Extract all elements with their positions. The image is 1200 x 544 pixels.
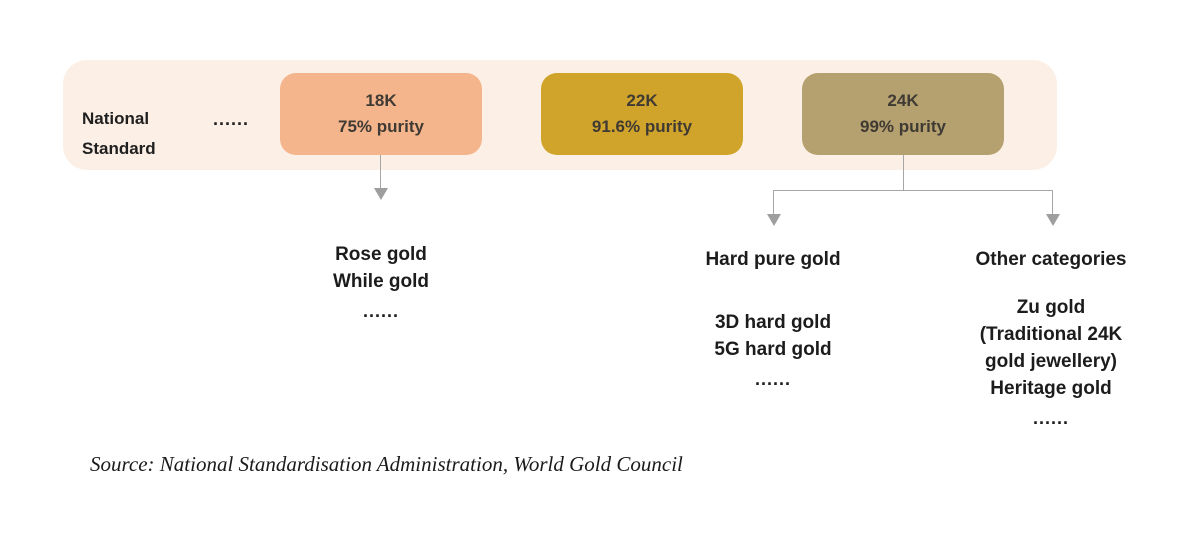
connector-stem-24k [903,155,904,190]
connector-horizontal-24k [773,190,1053,191]
band-ellipsis: ...... [213,109,250,129]
national-standard-label: National Standard [82,104,156,164]
standard-24k-purity: 99% purity [860,117,946,136]
category-other-title: Other categories [975,249,1127,270]
category-block-18k: Rose gold While gold ...... [271,241,491,323]
category-18k-ellipsis: ...... [362,301,399,321]
category-hard-pure-gold-line: 5G hard gold [714,339,832,360]
standard-box-24k: 24K 99% purity [802,73,1004,155]
category-hard-pure-gold-line: 3D hard gold [714,312,832,333]
arrow-down-icon [1046,214,1060,226]
national-standard-label-line1: National [82,109,150,128]
connector-line-18k [380,155,381,188]
category-block-hard-pure-gold: Hard pure gold 3D hard gold 5G hard gold… [663,246,883,391]
category-other-line: Zu gold [1016,297,1086,318]
standard-18k-purity: 75% purity [338,117,424,136]
arrow-down-icon [374,188,388,200]
category-block-other-categories: Other categories Zu gold (Traditional 24… [941,246,1161,430]
standard-24k-karat: 24K [887,91,919,110]
connector-line-24k-right [1052,190,1053,214]
connector-line-24k-left [773,190,774,214]
category-other-ellipsis: ...... [1032,408,1069,428]
category-other-line: Heritage gold [990,378,1112,399]
standard-box-22k: 22K 91.6% purity [541,73,743,155]
arrow-down-icon [767,214,781,226]
category-other-line: gold jewellery) [985,351,1117,372]
category-18k-line: While gold [332,271,430,292]
national-standard-label-line2: Standard [82,139,156,158]
standard-22k-karat: 22K [626,91,658,110]
category-hard-pure-gold-title: Hard pure gold [705,249,841,270]
category-hard-pure-gold-ellipsis: ...... [754,369,791,389]
standard-22k-purity: 91.6% purity [591,117,693,136]
standard-box-18k: 18K 75% purity [280,73,482,155]
category-other-line: (Traditional 24K [979,324,1123,345]
standard-18k-karat: 18K [365,91,397,110]
source-attribution: Source: National Standardisation Adminis… [90,452,683,476]
category-18k-line: Rose gold [335,244,427,265]
